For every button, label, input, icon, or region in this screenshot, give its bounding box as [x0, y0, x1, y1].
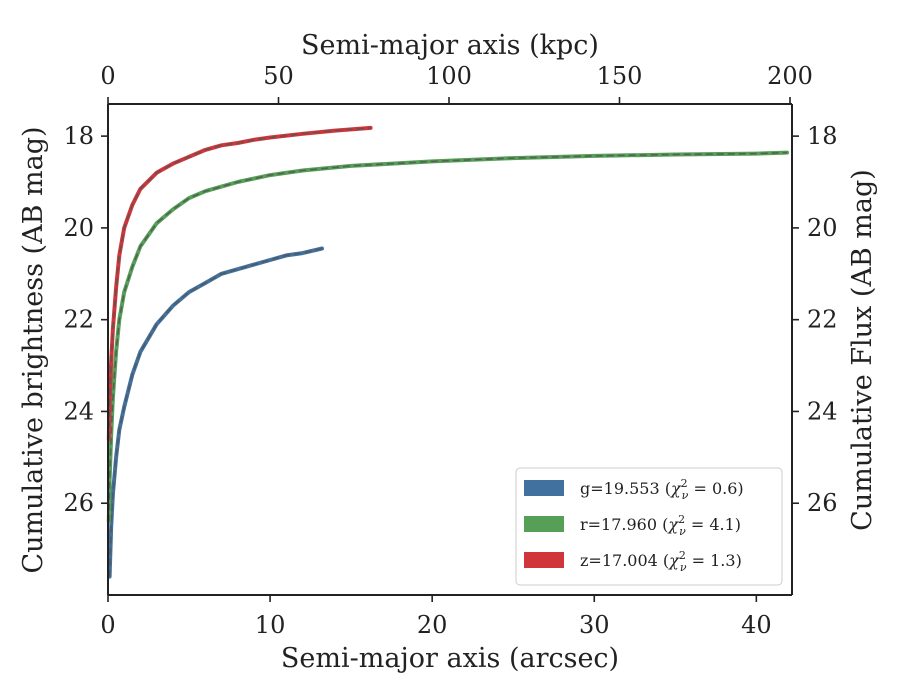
x-axis-title: Semi-major axis (arcsec) [281, 643, 619, 674]
right-y-tick-label: 20 [807, 214, 838, 242]
y-tick-label: 20 [63, 214, 94, 242]
legend-label-g: g=19.553 (χ2 ν = 0.6) [580, 477, 744, 502]
right-y-tick-label: 22 [807, 306, 838, 334]
right-y-tick-label: 26 [807, 489, 838, 517]
model-line-r [108, 151, 788, 522]
model-line-g [108, 247, 323, 577]
legend-label-z: z=17.004 (χ2 ν = 1.3) [580, 549, 742, 574]
right-y-tick-label: 18 [807, 122, 838, 150]
top-x-tick-label: 50 [263, 62, 294, 90]
x-tick-label: 20 [417, 611, 448, 639]
ticks-layer: 0 10 20 30 40 0 50 100 150 200 18 18 20 20 22 22 24 24 26 2… [63, 62, 837, 639]
legend: g=19.553 (χ2 ν = 0.6) r=17.960 (χ2 ν = 4.1)… [515, 467, 783, 586]
top-x-tick-label: 200 [767, 62, 813, 90]
legend-swatch-z [524, 552, 564, 568]
x-tick-label: 30 [579, 611, 610, 639]
y-tick-label: 24 [63, 397, 94, 425]
x-tick-label: 10 [255, 611, 286, 639]
series-line-r [106, 150, 790, 524]
series-layer [106, 125, 790, 579]
legend-label-r: r=17.960 (χ2 ν = 4.1) [580, 513, 741, 538]
right-y-tick-label: 24 [807, 397, 838, 425]
y-tick-label: 18 [63, 122, 94, 150]
x-tick-label: 0 [100, 611, 115, 639]
series-line-g [107, 246, 324, 579]
legend-swatch-r [524, 516, 564, 532]
legend-frame [515, 467, 783, 586]
series-line-z [106, 125, 373, 441]
model-line-z [108, 127, 371, 440]
axes-layer [107, 103, 793, 596]
top-x-tick-label: 100 [426, 62, 472, 90]
y-axis-title: Cumulative brightness (AB mag) [18, 126, 49, 573]
x-tick-label: 40 [741, 611, 772, 639]
legend-items: g=19.553 (χ2 ν = 0.6) r=17.960 (χ2 ν = 4.1)… [524, 477, 744, 574]
top-x-tick-label: 150 [597, 62, 643, 90]
right-y-axis-title: Cumulative Flux (AB mag) [847, 169, 878, 531]
y-tick-label: 26 [63, 489, 94, 517]
legend-swatch-g [524, 480, 564, 496]
top-x-tick-label: 0 [100, 62, 115, 90]
y-tick-label: 22 [63, 306, 94, 334]
top-x-axis-title: Semi-major axis (kpc) [301, 30, 599, 61]
